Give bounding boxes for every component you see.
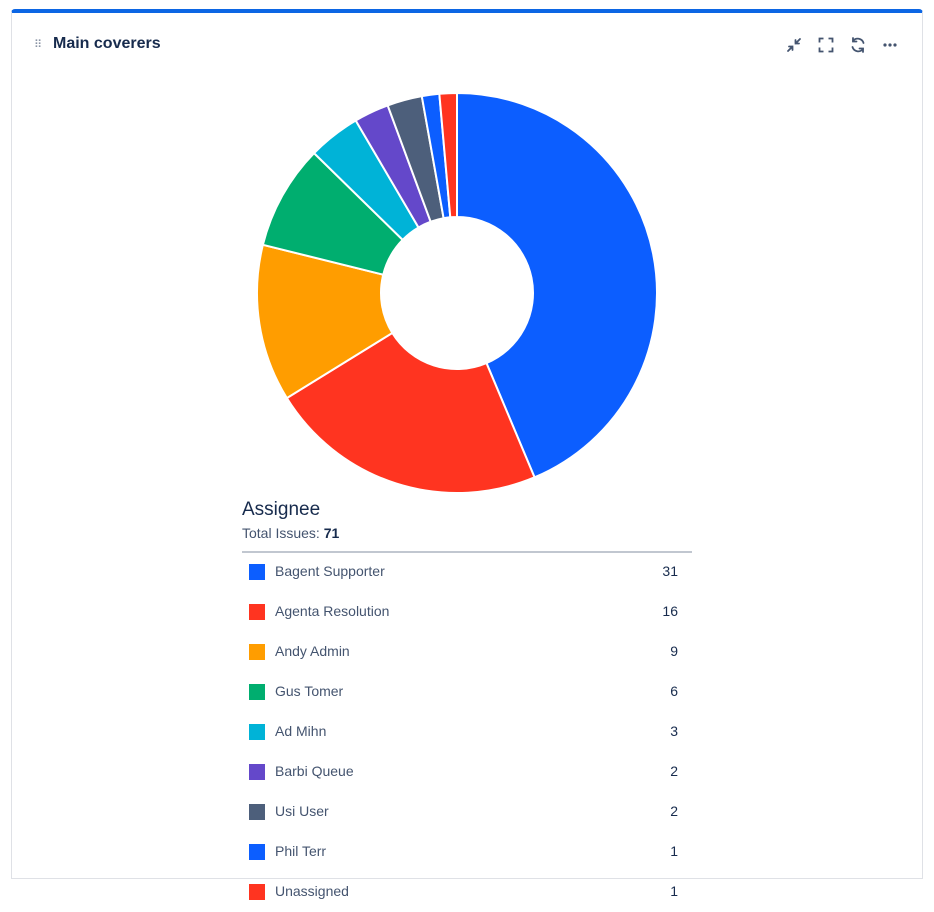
donut-slice-2[interactable] [256,243,394,400]
legend-count: 6 [670,683,678,699]
legend-count: 31 [662,563,678,579]
legend-swatch [249,604,265,620]
drag-handle-icon[interactable]: ⠿ [34,39,43,51]
total-label: Total Issues: [242,525,320,541]
refresh-button[interactable] [846,33,870,57]
legend-label[interactable]: Barbi Queue [275,763,354,779]
gadget-toolbar [782,33,902,57]
donut-slice-0[interactable] [456,91,658,479]
donut-chart [256,91,658,493]
refresh-icon [851,37,865,53]
legend-swatch [249,564,265,580]
legend-swatch [249,644,265,660]
gadget-title: Main coverers [53,35,161,52]
legend-label[interactable]: Agenta Resolution [275,603,390,619]
gadget-header: ⠿ Main coverers [12,13,922,73]
legend-swatch [249,844,265,860]
legend-swatch [249,684,265,700]
legend-swatch [249,884,265,900]
legend-swatch [249,724,265,740]
legend-item[interactable]: Ad Mihn 3 [242,712,692,752]
legend-item[interactable]: Agenta Resolution 16 [242,592,692,632]
collapse-arrows-icon [787,38,801,52]
legend-count: 2 [670,763,678,779]
legend-count: 1 [670,843,678,859]
legend-label[interactable]: Unassigned [275,883,349,899]
legend-item[interactable]: Bagent Supporter 31 [242,552,692,592]
donut-slice-8[interactable] [438,91,458,219]
donut-slice-1[interactable] [285,331,536,493]
legend-list: Bagent Supporter 31 Agenta Resolution 16 And… [242,552,692,912]
legend-label[interactable]: Gus Tomer [275,683,344,699]
legend-swatch [249,804,265,820]
gadget-panel: ⠿ Main coverers [11,9,923,900]
more-dots-icon [883,43,897,47]
minimize-button[interactable] [782,33,806,57]
legend-count: 2 [670,803,678,819]
legend-count: 3 [670,723,678,739]
legend-label[interactable]: Phil Terr [275,843,327,859]
legend-item[interactable]: Phil Terr 1 [242,832,692,872]
legend-label[interactable]: Usi User [275,803,329,819]
legend-item[interactable]: Barbi Queue 2 [242,752,692,792]
legend-count: 1 [670,883,678,899]
total-issues: Total Issues: 71 [242,525,692,541]
fullscreen-icon [818,37,834,53]
legend-count: 16 [662,603,678,619]
legend-item[interactable]: Usi User 2 [242,792,692,832]
legend-divider [242,551,692,553]
legend-label[interactable]: Bagent Supporter [275,563,385,579]
total-value: 71 [323,525,340,541]
legend-label[interactable]: Ad Mihn [275,723,327,739]
legend-swatch [249,764,265,780]
legend-item[interactable]: Andy Admin 9 [242,632,692,672]
legend-item[interactable]: Gus Tomer 6 [242,672,692,712]
more-button[interactable] [878,33,902,57]
legend-title: Assignee [242,499,321,520]
legend-item[interactable]: Unassigned 1 [242,872,692,912]
legend-header: Assignee Total Issues: 71 [242,499,692,541]
legend-count: 9 [670,643,678,659]
legend-label[interactable]: Andy Admin [275,643,350,659]
fullscreen-button[interactable] [814,33,838,57]
